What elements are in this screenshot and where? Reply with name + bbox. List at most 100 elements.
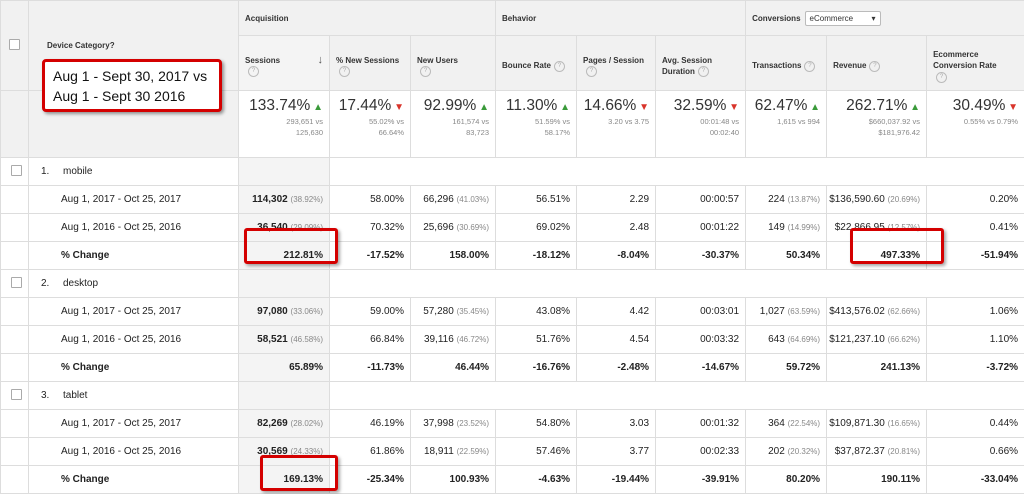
metric-value: 202 [768, 446, 785, 457]
metric-cell: 00:01:32 [656, 410, 746, 438]
device-row[interactable]: 2.desktop [1, 270, 1024, 298]
device-name-link[interactable]: desktop [63, 278, 98, 289]
metric-value: 3.77 [630, 446, 649, 457]
help-icon[interactable]: ? [554, 61, 565, 72]
total-comparison: 1,615 vs 994 [746, 117, 820, 126]
metric-share: (16.65%) [888, 419, 920, 428]
metric-cell: 39,116 (46.72%) [411, 326, 496, 354]
column-header-label: Ecommerce Conversion Rate [933, 50, 997, 70]
total-value: 62.47% [755, 97, 808, 114]
help-icon[interactable]: ? [110, 41, 115, 50]
help-icon[interactable]: ? [936, 72, 947, 83]
metric-cell: 224 (13.87%) [746, 186, 827, 214]
help-icon[interactable]: ? [420, 66, 431, 77]
total-value: 92.99% [424, 97, 477, 114]
help-icon[interactable]: ? [869, 61, 880, 72]
metric-value: -51.94% [981, 250, 1018, 261]
device-name-link[interactable]: mobile [63, 166, 92, 177]
metric-cell: 2.29 [577, 186, 656, 214]
help-icon[interactable]: ? [698, 66, 709, 77]
metric-cell: 1.06% [927, 298, 1024, 326]
total-cell: 14.66% ▼3.20 vs 3.75 [577, 91, 656, 158]
total-value: 14.66% [584, 97, 637, 114]
acquisition-group: Acquisition [239, 1, 496, 36]
arrow-down-icon: ▼ [391, 102, 404, 113]
metric-value: 50.34% [786, 250, 820, 261]
metric-cell: -25.34% [330, 466, 411, 494]
total-comparison: 3.20 vs 3.75 [577, 117, 649, 126]
metric-value: 00:01:22 [700, 222, 739, 233]
metric-share: (22.59%) [457, 447, 489, 456]
metric-value: 1,027 [760, 306, 785, 317]
device-label-cell: 3.tablet [29, 382, 239, 410]
row-spacer-cell [1, 214, 29, 242]
metric-cell: 58.00% [330, 186, 411, 214]
help-icon[interactable]: ? [586, 66, 597, 77]
metric-share: (13.87%) [788, 195, 820, 204]
total-cell: 262.71% ▲$660,037.92 vs$181,976.42 [827, 91, 927, 158]
column-header[interactable]: Avg. Session Duration? [656, 36, 746, 91]
row-checkbox[interactable] [11, 165, 22, 176]
arrow-up-icon: ▲ [807, 102, 820, 113]
row-spacer-cell [1, 410, 29, 438]
metric-value: 1.10% [990, 334, 1018, 345]
total-value: 30.49% [953, 97, 1006, 114]
conversions-select[interactable]: eCommerce ▾ [805, 11, 881, 26]
metric-value: 39,116 [424, 334, 454, 345]
row-checkbox[interactable] [11, 389, 22, 400]
metric-value: 25,696 [423, 222, 454, 233]
column-header[interactable]: New Users? [411, 36, 496, 91]
metric-value: 0.44% [990, 418, 1018, 429]
arrow-up-icon: ▲ [907, 102, 920, 113]
metric-value: 54.80% [536, 418, 570, 429]
row-checkbox[interactable] [11, 277, 22, 288]
column-header[interactable]: Bounce Rate? [496, 36, 577, 91]
metric-share: (28.02%) [291, 419, 323, 428]
metric-value: 2.29 [630, 194, 649, 205]
metric-cell: 149 (14.99%) [746, 214, 827, 242]
device-name-link[interactable]: tablet [63, 390, 87, 401]
total-comparison: 51.59% vs [496, 117, 570, 126]
metric-value: 00:03:32 [700, 334, 739, 345]
metric-cell: 202 (20.32%) [746, 438, 827, 466]
total-value: 32.59% [674, 97, 727, 114]
column-header[interactable]: Revenue? [827, 36, 927, 91]
column-header[interactable]: ↓Sessions? [239, 36, 330, 91]
metric-cell: 1,027 (63.59%) [746, 298, 827, 326]
metric-cell: 1.10% [927, 326, 1024, 354]
total-value: 11.30% [506, 97, 557, 114]
metric-cell: 100.93% [411, 466, 496, 494]
help-icon[interactable]: ? [339, 66, 350, 77]
metric-share: (46.58%) [291, 335, 323, 344]
metric-cell: $413,576.02 (62.66%) [827, 298, 927, 326]
device-row[interactable]: 1.mobile [1, 158, 1024, 186]
total-comparison: $660,037.92 vs [827, 117, 920, 126]
row-number: 1. [41, 166, 63, 177]
metric-value: 158.00% [450, 250, 489, 261]
metric-cell: -51.94% [927, 242, 1024, 270]
metric-cell: 3.77 [577, 438, 656, 466]
sort-desc-icon[interactable]: ↓ [318, 55, 324, 66]
column-header[interactable]: Pages / Session? [577, 36, 656, 91]
metric-value: 1.06% [990, 306, 1018, 317]
date-range-label: Aug 1, 2017 - Oct 25, 2017 [29, 186, 239, 214]
metric-value: -8.04% [617, 250, 649, 261]
metric-cell: 82,269 (28.02%) [239, 410, 330, 438]
column-header[interactable]: Ecommerce Conversion Rate? [927, 36, 1024, 91]
metric-cell: $121,237.10 (66.62%) [827, 326, 927, 354]
metric-value: 97,080 [257, 306, 288, 317]
column-header[interactable]: % New Sessions? [330, 36, 411, 91]
help-icon[interactable]: ? [248, 66, 259, 77]
metric-cell: -16.76% [496, 354, 577, 382]
device-row[interactable]: 3.tablet [1, 382, 1024, 410]
select-all-checkbox[interactable] [9, 39, 20, 50]
metric-value: $22,866.95 [835, 222, 885, 233]
help-icon[interactable]: ? [804, 61, 815, 72]
device-label-cell: 2.desktop [29, 270, 239, 298]
column-header[interactable]: Transactions? [746, 36, 827, 91]
